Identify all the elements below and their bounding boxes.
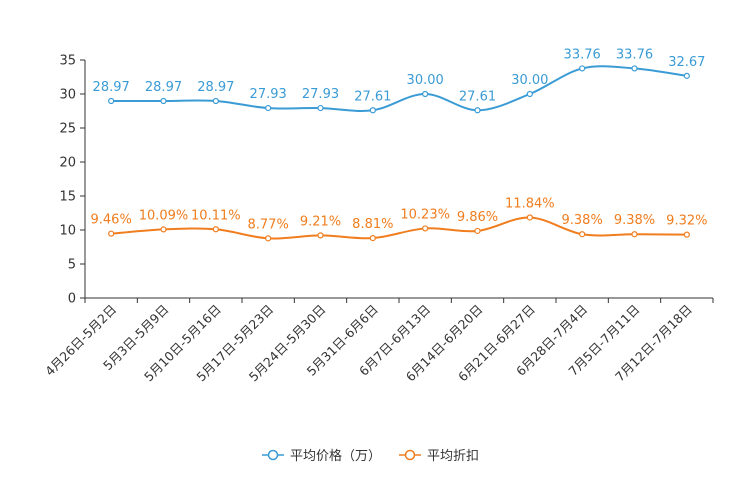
series-line-2: [111, 216, 687, 240]
data-label: 10.09%: [139, 208, 189, 223]
data-point[interactable]: [474, 107, 481, 114]
data-point[interactable]: [108, 97, 115, 105]
data-label: 28.97: [145, 80, 182, 95]
legend-label-1[interactable]: 平均价格（万）: [290, 448, 381, 464]
data-label: 11.84%: [505, 196, 555, 211]
data-label: 9.38%: [614, 213, 655, 228]
data-point[interactable]: [631, 65, 638, 72]
data-label: 10.23%: [400, 207, 450, 222]
data-label: 28.97: [197, 80, 234, 95]
data-point[interactable]: [212, 226, 219, 233]
data-label: 9.32%: [666, 214, 707, 229]
data-label: 27.93: [250, 87, 287, 102]
data-label: 9.21%: [300, 214, 341, 229]
data-label: 9.46%: [91, 213, 132, 228]
y-tick-label: 20: [59, 156, 76, 171]
data-point[interactable]: [422, 90, 429, 98]
data-label: 28.97: [93, 80, 130, 95]
data-label: 30.00: [511, 73, 548, 88]
data-point[interactable]: [317, 104, 324, 112]
data-label: 30.00: [407, 73, 444, 88]
data-point[interactable]: [422, 225, 429, 232]
y-tick-label: 10: [59, 224, 76, 239]
data-point[interactable]: [212, 97, 219, 105]
data-point[interactable]: [474, 227, 481, 235]
data-point[interactable]: [579, 65, 586, 72]
data-label: 10.11%: [191, 208, 241, 223]
data-label: 8.77%: [248, 217, 289, 232]
y-tick-label: 35: [59, 54, 76, 69]
y-tick-label: 30: [59, 88, 76, 103]
data-label: 33.76: [564, 47, 601, 62]
data-point[interactable]: [631, 231, 638, 238]
data-point[interactable]: [683, 72, 690, 79]
data-point[interactable]: [160, 226, 167, 233]
data-label: 9.86%: [457, 210, 498, 225]
data-label: 27.61: [459, 89, 496, 104]
data-point[interactable]: [265, 235, 272, 242]
data-point[interactable]: [683, 231, 690, 238]
data-label: 32.67: [668, 55, 705, 70]
y-tick-label: 25: [59, 122, 76, 137]
legend-marker-1[interactable]: [267, 449, 279, 461]
data-label: 9.38%: [562, 213, 603, 228]
series-line-1: [111, 65, 687, 112]
data-point[interactable]: [579, 231, 586, 238]
data-label: 27.61: [354, 89, 391, 104]
data-point[interactable]: [369, 234, 376, 242]
y-tick-label: 5: [68, 258, 76, 273]
data-point[interactable]: [160, 97, 167, 105]
legend-label-2[interactable]: 平均折扣: [427, 449, 479, 464]
data-point[interactable]: [317, 232, 324, 239]
data-label: 33.76: [616, 47, 653, 62]
y-tick-label: 15: [59, 190, 76, 205]
legend-marker-2[interactable]: [404, 449, 416, 461]
y-tick-label: 0: [68, 292, 76, 307]
data-point[interactable]: [369, 107, 376, 114]
data-point[interactable]: [526, 90, 533, 98]
data-label: 27.93: [302, 87, 339, 102]
data-point[interactable]: [265, 104, 272, 112]
data-point[interactable]: [108, 230, 115, 237]
data-label: 8.81%: [352, 217, 393, 232]
data-point[interactable]: [526, 214, 533, 221]
